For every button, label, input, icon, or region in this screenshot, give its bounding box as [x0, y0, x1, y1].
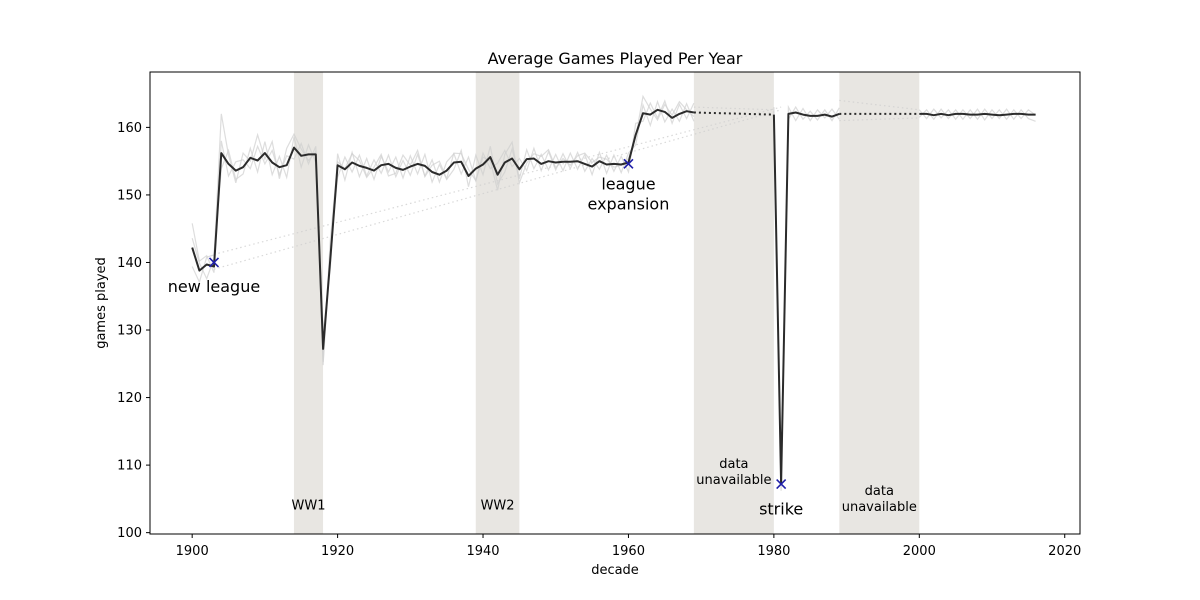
background-dotted-trace-1 — [213, 106, 782, 255]
y-tick-label: 120 — [117, 391, 142, 406]
main-series-segment-2 — [919, 112, 1036, 117]
region-label-3: data unavailable — [842, 484, 917, 515]
y-tick-label: 150 — [117, 188, 142, 203]
region-labels: WW1 WW2 data unavailable data unavailable — [292, 457, 917, 515]
main-series-gap-0 — [693, 111, 774, 116]
shaded-region-2 — [693, 72, 774, 534]
x-tick-label: 2000 — [903, 544, 936, 559]
y-tick-label: 160 — [117, 121, 142, 136]
annotation-markers — [208, 158, 787, 490]
y-axis-label: games played — [94, 257, 109, 349]
main-series — [191, 108, 1036, 485]
y-tick-label: 100 — [117, 526, 142, 541]
x-tick-label: 2020 — [1048, 544, 1081, 559]
x-tick-label: 1920 — [321, 544, 354, 559]
y-axis: 100 110 120 130 140 150 160 — [117, 121, 150, 541]
annotation-marker-1 — [623, 158, 634, 169]
region-label-1: WW2 — [481, 499, 515, 514]
annotation-label-0: new league — [168, 277, 260, 296]
annotation-marker-2 — [776, 478, 787, 490]
region-label-2: data unavailable — [696, 457, 771, 488]
annotation-labels: new league league expansion strike — [168, 175, 803, 519]
y-tick-label: 130 — [117, 324, 142, 339]
shaded-region-0 — [293, 72, 324, 534]
plot-frame — [149, 71, 1081, 535]
x-tick-label: 1940 — [466, 544, 499, 559]
annotation-label-2: strike — [759, 499, 803, 518]
chart-title: Average Games Played Per Year — [488, 49, 743, 68]
annotation-label-1: league expansion — [588, 175, 670, 214]
shaded-region-3 — [839, 72, 920, 534]
y-tick-label: 140 — [117, 256, 142, 271]
background-trace-2 — [191, 94, 695, 362]
y-tick-label: 110 — [117, 459, 142, 474]
x-axis: 1900 1920 1940 1960 1980 2000 2020 — [176, 534, 1081, 559]
background-trace-6 — [918, 108, 1036, 121]
background-dotted-trace-0 — [213, 109, 782, 270]
x-tick-label: 1960 — [612, 544, 645, 559]
main-series-segment-0 — [191, 108, 695, 350]
region-label-0: WW1 — [292, 499, 326, 514]
annotation-marker-0 — [208, 257, 220, 268]
shaded-region-1 — [475, 72, 520, 534]
main-series-segment-1 — [772, 111, 840, 485]
x-axis-label: decade — [591, 563, 639, 578]
x-tick-label: 1900 — [176, 544, 209, 559]
x-tick-label: 1980 — [757, 544, 790, 559]
